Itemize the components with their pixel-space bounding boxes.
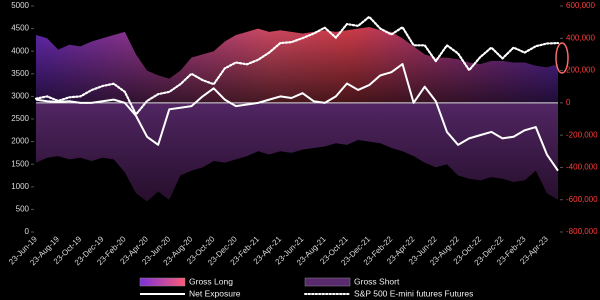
y2-tick-label: 200,000 bbox=[566, 66, 595, 75]
y2-tick-label: -200,000 bbox=[566, 130, 598, 139]
highlight-ellipse bbox=[555, 42, 569, 74]
y-tick-label: 3000 bbox=[11, 92, 29, 101]
y2-tick-label: 400,000 bbox=[566, 33, 595, 42]
area bbox=[36, 102, 558, 202]
y-tick-label: 3500 bbox=[11, 69, 29, 78]
legend-label: Gross Long bbox=[189, 276, 233, 286]
y-tick-label: 0 bbox=[25, 227, 30, 236]
y2-tick-label: -800,000 bbox=[566, 227, 598, 236]
y-tick-label: 5000 bbox=[11, 1, 29, 10]
y-tick-label: 2500 bbox=[11, 114, 29, 123]
y-tick-label: 1500 bbox=[11, 159, 29, 168]
y2-tick-label: 0 bbox=[566, 98, 571, 107]
legend-label: Gross Short bbox=[354, 276, 400, 286]
y2-tick-label: -400,000 bbox=[566, 163, 598, 172]
y2-tick-label: -600,000 bbox=[566, 195, 598, 204]
y-tick-label: 4000 bbox=[11, 46, 29, 55]
legend-label: S&P 500 E-mini futures Futures bbox=[354, 288, 473, 298]
line bbox=[35, 63, 559, 172]
legend-swatch bbox=[139, 277, 186, 287]
plot-area bbox=[34, 15, 560, 202]
y-tick-label: 2000 bbox=[11, 137, 29, 146]
y-tick-label: 4500 bbox=[11, 24, 29, 33]
y2-tick-label: 600,000 bbox=[566, 1, 595, 10]
legend-label: Net Exposure bbox=[189, 288, 241, 298]
line bbox=[34, 15, 560, 116]
y-tick-label: 1000 bbox=[11, 182, 29, 191]
area bbox=[36, 26, 558, 103]
legend-swatch bbox=[304, 277, 351, 287]
y-tick-label: 500 bbox=[16, 205, 30, 214]
